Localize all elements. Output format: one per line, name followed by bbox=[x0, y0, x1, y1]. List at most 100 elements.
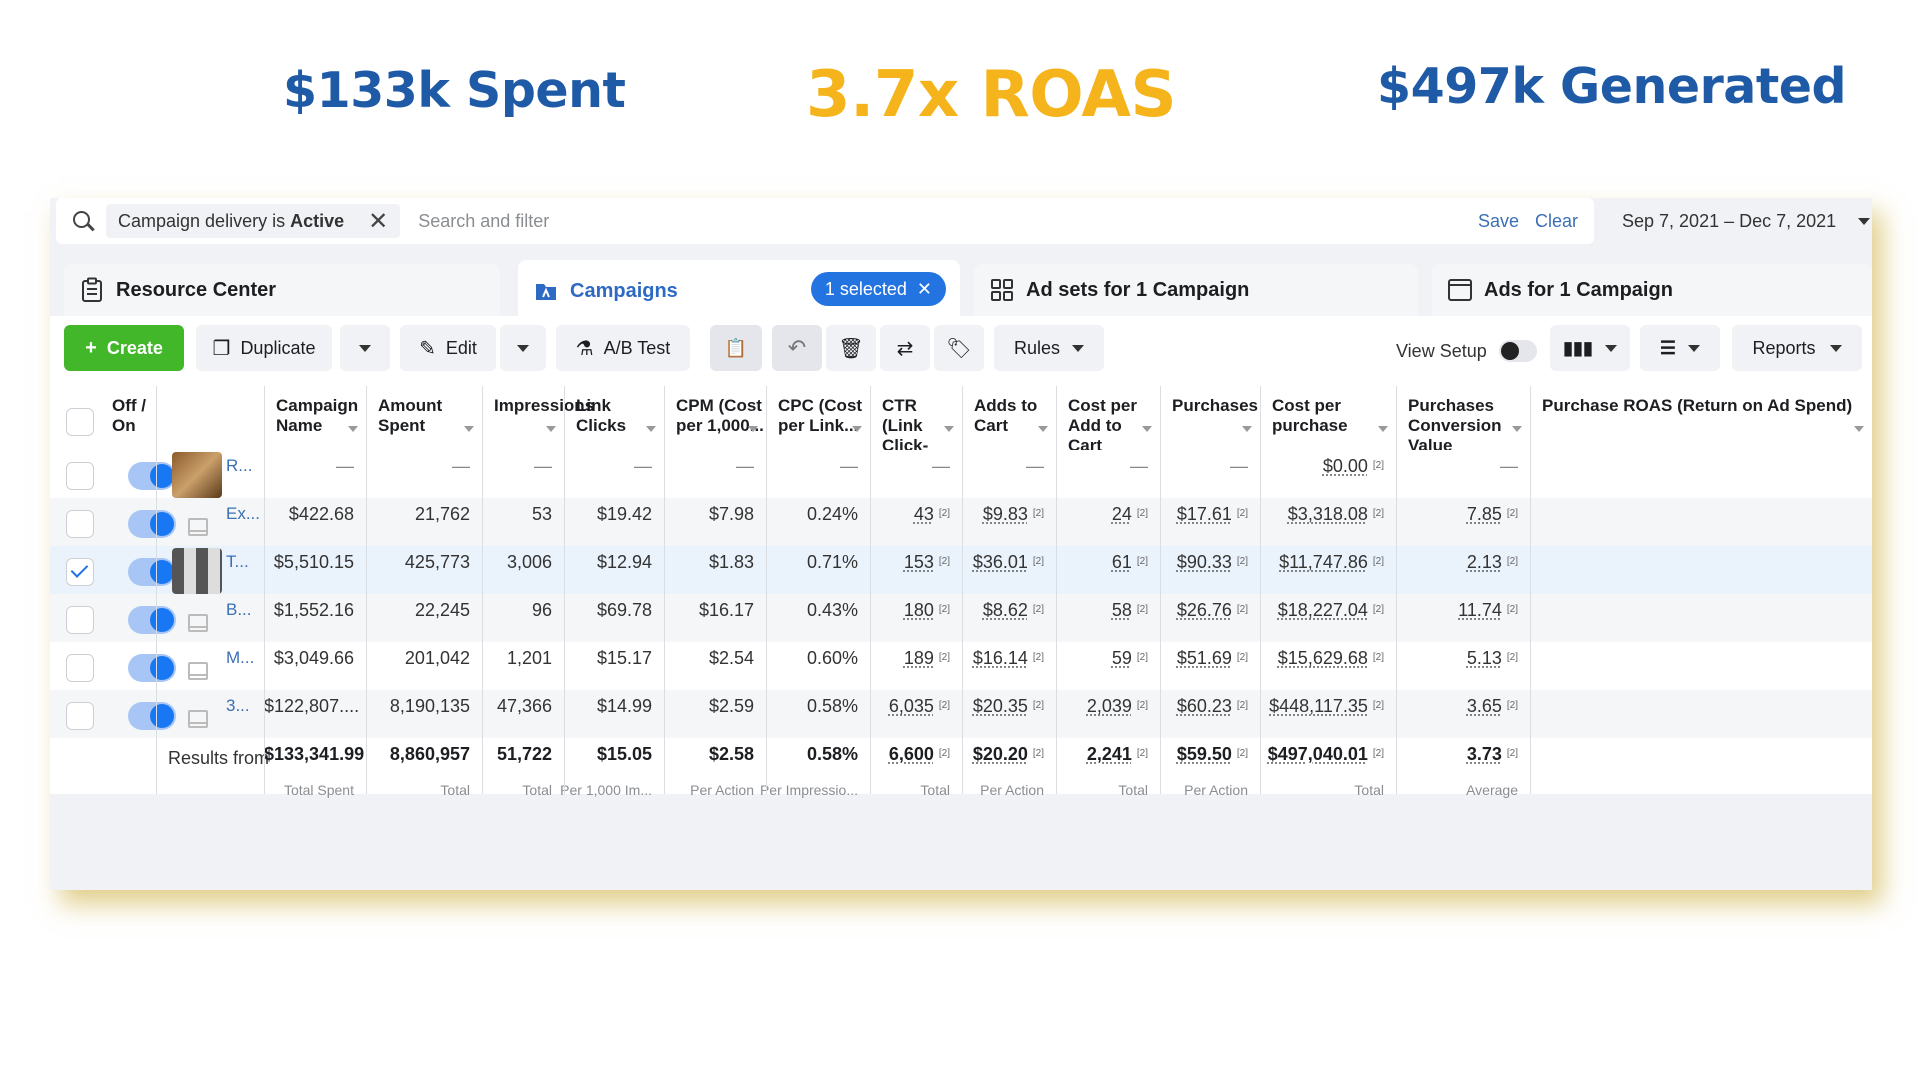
edit-button[interactable]: ✎ Edit bbox=[400, 325, 496, 371]
row-checkbox[interactable] bbox=[66, 558, 94, 586]
column-header[interactable]: CTR (Link Click-Through... bbox=[882, 396, 965, 475]
duplicate-button[interactable]: ❐ Duplicate bbox=[196, 325, 332, 371]
undo-button[interactable]: ↶ bbox=[772, 325, 822, 371]
clear-filter-link[interactable]: Clear bbox=[1534, 210, 1578, 231]
sort-arrow-icon[interactable] bbox=[546, 426, 556, 432]
row-checkbox[interactable] bbox=[66, 510, 94, 538]
on-off-toggle[interactable] bbox=[128, 510, 176, 538]
table-row[interactable]: Ex... $422.68 21,762 53 $19.42 $7.98 0.24% 43 [2… bbox=[50, 498, 1872, 546]
table-row[interactable]: B... $1,552.16 22,245 96 $69.78 $16.17 0.43% 18… bbox=[50, 594, 1872, 642]
column-header[interactable]: Off / On bbox=[112, 396, 146, 435]
reports-label: Reports bbox=[1752, 337, 1816, 358]
campaign-name-link[interactable]: Ex... bbox=[226, 504, 261, 523]
cell-value: — bbox=[932, 456, 950, 476]
column-header[interactable]: Campaign Name bbox=[276, 396, 359, 435]
tag-button[interactable]: 🏷 bbox=[934, 325, 984, 371]
sort-arrow-icon[interactable] bbox=[748, 426, 758, 432]
total-subtitle: Total bbox=[920, 782, 950, 798]
footnote-marker: [2] bbox=[1032, 652, 1044, 663]
column-header[interactable]: Link Clicks bbox=[576, 396, 627, 435]
on-off-toggle[interactable] bbox=[128, 462, 176, 490]
sort-arrow-icon[interactable] bbox=[1854, 426, 1864, 432]
row-checkbox[interactable] bbox=[66, 462, 94, 490]
on-off-toggle[interactable] bbox=[128, 606, 176, 634]
create-label: Create bbox=[106, 337, 163, 358]
column-header[interactable]: CPC (Cost per Link... bbox=[778, 396, 863, 435]
ab-test-button[interactable]: ⚗ A/B Test bbox=[556, 325, 690, 371]
tab-ads[interactable]: Ads for 1 Campaign bbox=[1432, 264, 1872, 316]
campaign-name-link[interactable]: 3... bbox=[226, 696, 250, 715]
table-row[interactable]: M... $3,049.66 201,042 1,201 $15.17 $2.54 0.60… bbox=[50, 642, 1872, 690]
total-value: $497,040.01 bbox=[1267, 744, 1368, 764]
rules-button[interactable]: Rules bbox=[994, 325, 1104, 371]
campaign-name-link[interactable]: B... bbox=[226, 600, 252, 619]
campaign-name-link[interactable]: M... bbox=[226, 648, 255, 667]
view-setup[interactable]: View Setup bbox=[1396, 340, 1537, 362]
campaign-name-link[interactable]: T... bbox=[226, 552, 249, 571]
cell-ctr: 0.24% bbox=[766, 498, 870, 546]
filter-chip[interactable]: Campaign delivery is Active ✕ bbox=[106, 204, 401, 238]
export-button[interactable]: ⇄ bbox=[880, 325, 930, 371]
sort-arrow-icon[interactable] bbox=[464, 426, 474, 432]
campaign-thumbnail bbox=[172, 548, 222, 594]
table-row[interactable]: R... — — — — — — — — — — $0.00 [2] — bbox=[50, 450, 1872, 498]
edit-dropdown-button[interactable] bbox=[500, 325, 546, 371]
on-off-toggle[interactable] bbox=[128, 558, 176, 586]
column-header[interactable]: Adds to Cart bbox=[974, 396, 1038, 435]
on-off-toggle[interactable] bbox=[128, 654, 176, 682]
column-header[interactable]: Purchases bbox=[1172, 396, 1258, 415]
cell-value: $19.42 bbox=[596, 504, 652, 524]
footnote-marker: [2] bbox=[1236, 556, 1248, 567]
on-off-toggle[interactable] bbox=[128, 702, 176, 730]
row-checkbox[interactable] bbox=[66, 654, 94, 682]
footnote-marker: [2] bbox=[938, 748, 950, 759]
ads-manager-panel: Campaign delivery is Active ✕ Search and… bbox=[50, 198, 1872, 890]
sort-arrow-icon[interactable] bbox=[1142, 426, 1152, 432]
tab-resource-center[interactable]: Resource Center bbox=[64, 264, 500, 316]
breakdown-button[interactable]: ☰ bbox=[1640, 325, 1720, 371]
select-all-checkbox[interactable] bbox=[66, 408, 94, 436]
column-header[interactable]: Cost per Add to Cart bbox=[1068, 396, 1137, 455]
table-row[interactable]: 3... $122,807.... 8,190,135 47,366 $14.99 $2.… bbox=[50, 690, 1872, 738]
column-header[interactable]: Purchase ROAS (Return on Ad Spend) bbox=[1542, 396, 1853, 415]
column-header[interactable]: CPM (Cost per 1,000... bbox=[676, 396, 764, 435]
sort-arrow-icon[interactable] bbox=[852, 426, 862, 432]
row-checkbox[interactable] bbox=[66, 702, 94, 730]
date-range-picker[interactable]: Sep 7, 2021 – Dec 7, 2021 bbox=[1600, 198, 1872, 244]
sort-arrow-icon[interactable] bbox=[646, 426, 656, 432]
total-purchases: 2,241 [2] Total bbox=[1056, 738, 1160, 798]
tab-campaigns[interactable]: Campaigns 1 selected ✕ bbox=[518, 260, 960, 322]
clipboard-button[interactable]: 📋 bbox=[710, 325, 762, 371]
view-setup-toggle[interactable] bbox=[1498, 340, 1537, 362]
column-header[interactable]: Purchases Conversion Value bbox=[1408, 396, 1502, 455]
row-checkbox[interactable] bbox=[66, 606, 94, 634]
sort-arrow-icon[interactable] bbox=[1512, 426, 1522, 432]
cell-value: 96 bbox=[531, 600, 552, 620]
close-icon[interactable]: ✕ bbox=[916, 278, 932, 299]
campaign-name-link[interactable]: R... bbox=[226, 456, 253, 475]
search-input[interactable]: Search and filter bbox=[418, 210, 550, 231]
cell-purchases-value: $3,318.08 [2] bbox=[1260, 498, 1396, 546]
cell-value: $60.23 bbox=[1176, 696, 1232, 716]
tab-ad-sets[interactable]: Ad sets for 1 Campaign bbox=[974, 264, 1418, 316]
create-button[interactable]: + Create bbox=[64, 325, 184, 371]
cell-cpc: $2.59 bbox=[664, 690, 766, 738]
column-header[interactable]: Cost per purchase bbox=[1272, 396, 1348, 435]
table-row[interactable]: T... $5,510.15 425,773 3,006 $12.94 $1.83 0.71… bbox=[50, 546, 1872, 594]
sort-arrow-icon[interactable] bbox=[1038, 426, 1048, 432]
selected-badge[interactable]: 1 selected ✕ bbox=[810, 272, 946, 306]
sort-arrow-icon[interactable] bbox=[1378, 426, 1388, 432]
duplicate-dropdown-button[interactable] bbox=[340, 325, 390, 371]
columns-button[interactable]: ▮▮▮ bbox=[1550, 325, 1630, 371]
reports-button[interactable]: Reports bbox=[1732, 325, 1862, 371]
delete-button[interactable]: 🗑 bbox=[826, 325, 876, 371]
cell-purchases-value: $18,227.04 [2] bbox=[1260, 594, 1396, 642]
cell-impressions: 21,762 bbox=[366, 498, 482, 546]
column-header[interactable]: Amount Spent bbox=[378, 396, 443, 435]
column-header[interactable]: Impressions bbox=[494, 396, 595, 415]
sort-arrow-icon[interactable] bbox=[1242, 426, 1252, 432]
sort-arrow-icon[interactable] bbox=[348, 426, 358, 432]
sort-arrow-icon[interactable] bbox=[944, 426, 954, 432]
save-filter-link[interactable]: Save bbox=[1477, 210, 1519, 231]
close-icon[interactable]: ✕ bbox=[368, 207, 389, 235]
